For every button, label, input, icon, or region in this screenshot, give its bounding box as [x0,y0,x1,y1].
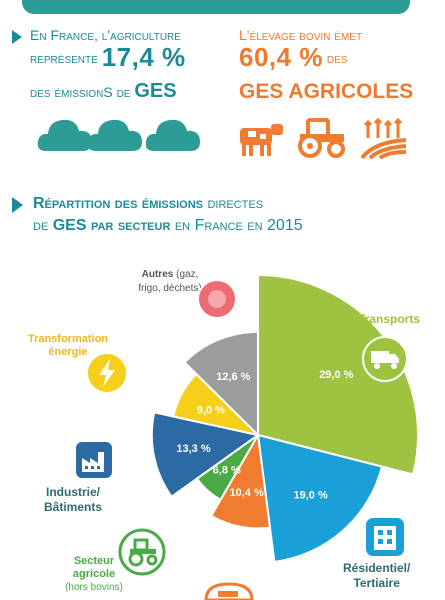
label-agricole-1: Secteur [73,555,115,567]
fact1-line2-text: représente [30,50,98,66]
label-autres: Autres (gaz, frigo, déchets) [118,268,222,296]
label-autres-2: frigo, déchets) [138,283,202,294]
label-agricole-3: (hors bovins) [65,582,123,593]
section-title-bold2: GES par secteur [52,217,171,234]
fact2-line2: 60,4 % des [239,44,348,70]
factory-icon [74,440,114,480]
section-title-pre2: de [33,217,49,234]
label-industrie-1: Industrie/ [46,485,101,499]
cloud-icon [145,119,200,151]
truck-icon [362,336,408,382]
label-industrie-2: Bâtiments [44,500,103,514]
section-title-rest2: en France en 2015 [174,217,303,234]
label-autres-rest: (gaz, [176,269,199,280]
label-transports: Transports [358,312,421,326]
slice-value-label: 29,0 % [319,369,353,381]
fact2-line1: L'élevage bovin émet [239,27,363,43]
section-arrow-icon [12,197,23,213]
top-banner-strip [22,0,410,14]
label-energie-2: énergie [48,346,88,358]
slice-value-label: 13,3 % [176,443,210,455]
section-title-bold1: Répartition des émissions [33,195,203,212]
pie-slice [150,411,261,499]
slice-value-label: 12,6 % [216,371,250,383]
section-title-rest1: directes [207,195,264,212]
pie-slice [183,330,259,438]
autres-circle-icon [197,279,237,319]
label-agricole: Secteur agricole (hors bovins) [62,555,126,594]
bullet-arrow-icon [12,30,22,44]
label-residentiel-2: Tertiaire [353,576,400,590]
fact2-line3: GES AGRICOLES [239,80,414,103]
building-icon [364,516,406,558]
label-autres-bold: Autres [141,269,174,280]
fact2-value: 60,4 % [239,42,323,72]
label-residentiel: Résidentiel/ Tertiaire [343,561,410,591]
label-agricole-2: agricole [72,568,116,580]
label-industrie: Industrie/ Bâtiments [44,485,102,515]
slice-value-label: 19,0 % [293,489,327,501]
fact1-value: 17,4 % [101,42,186,72]
slice-value-label: 9,0 % [197,404,225,416]
slice-value-label: 6,8 % [213,464,241,476]
pie-slice [209,431,272,530]
lightning-icon [86,352,128,394]
tractor-icon [118,528,166,576]
fact2-value-suffix: des [326,50,348,66]
cloud-icon [37,119,92,151]
slice-value-label: 10,4 % [229,487,263,499]
fact1-line2: représente 17,4 % [30,44,186,70]
fact1-ges: GES [134,80,177,102]
cloud-icon [87,119,142,151]
fact1-line1: En France, l'agriculture [30,27,181,43]
cow-icon [240,124,283,156]
section-title: Répartition des émissions directes de GE… [33,193,303,237]
label-energie: Transformation énergie [18,333,118,359]
fact1-line3-text: des émissionS de [30,84,131,100]
wheat-field-icon [360,117,407,160]
pie-slice [256,433,384,564]
cow-icon [204,582,254,600]
label-energie-1: Transformation [27,333,109,345]
tractor-icon [298,118,345,158]
label-autres-1: Autres (gaz, [118,268,222,282]
label-residentiel-1: Résidentiel/ [343,561,411,575]
fact1-line3: des émissionS de GES [30,80,177,102]
